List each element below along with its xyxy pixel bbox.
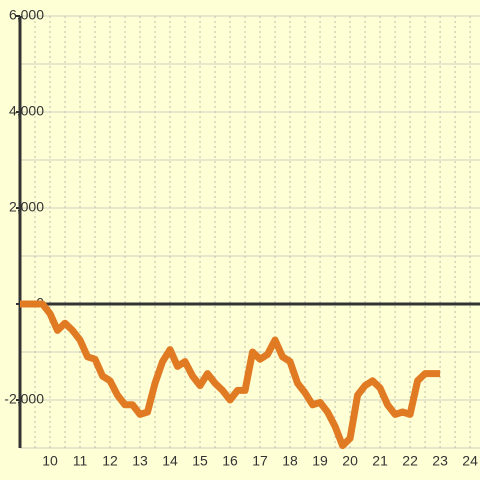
x-tick-label: 18 bbox=[282, 453, 298, 469]
x-tick-label: 14 bbox=[162, 453, 178, 469]
x-tick-label: 11 bbox=[73, 453, 88, 469]
x-tick-label: 23 bbox=[432, 453, 448, 469]
x-tick-label: 15 bbox=[192, 453, 208, 469]
y-tick-label: 4,000 bbox=[9, 103, 44, 119]
x-tick-label: 19 bbox=[312, 453, 328, 469]
x-tick-label: 17 bbox=[252, 453, 268, 469]
y-tick-label: 2,000 bbox=[9, 199, 44, 215]
x-tick-label: 12 bbox=[102, 453, 118, 469]
x-tick-label: 13 bbox=[132, 453, 148, 469]
x-tick-label: 21 bbox=[372, 453, 388, 469]
x-tick-label: 20 bbox=[342, 453, 358, 469]
y-tick-label: -2,000 bbox=[4, 391, 44, 407]
x-tick-label: 22 bbox=[402, 453, 418, 469]
data-line bbox=[20, 300, 441, 450]
x-tick-label: 10 bbox=[42, 453, 58, 469]
x-tick-label: 16 bbox=[222, 453, 238, 469]
x-tick-label: 24 bbox=[462, 453, 478, 469]
y-tick-label: 6,000 bbox=[9, 7, 44, 23]
